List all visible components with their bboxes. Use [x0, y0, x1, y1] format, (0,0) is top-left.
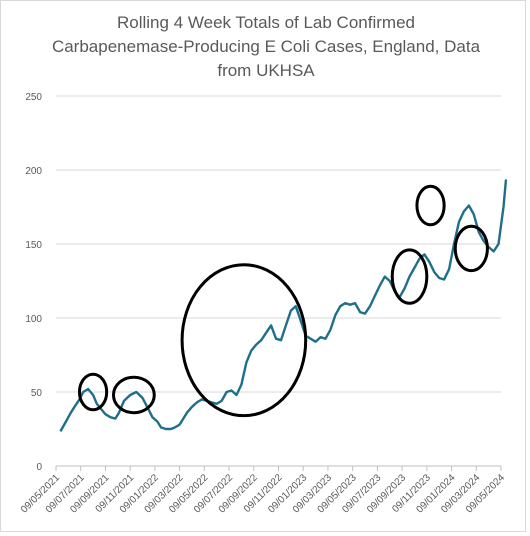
annotation-ellipse: [180, 263, 308, 418]
y-tick-label: 0: [36, 462, 42, 473]
series-line: [59, 179, 508, 432]
y-tick-label: 150: [25, 240, 42, 251]
annotation-ellipse: [390, 248, 429, 305]
y-tick-label: 200: [25, 166, 42, 177]
y-axis: 0 50 100 150 200 250: [25, 92, 42, 473]
chart-title-line-2: Carbapenemase-Producing E Coli Cases, En…: [51, 37, 481, 56]
y-tick-label: 50: [31, 388, 43, 399]
chart-title-line-1: Rolling 4 Week Totals of Lab Confirmed: [117, 13, 415, 32]
annotation-ellipse: [77, 372, 109, 412]
annotation-ellipse: [453, 224, 489, 273]
chart-title-line-3: from UKHSA: [217, 61, 315, 80]
y-tick-label: 250: [25, 92, 42, 103]
y-tick-label: 100: [25, 314, 42, 325]
annotation-group: [77, 184, 489, 418]
x-axis: 09/05/202109/07/202109/09/202109/11/2021…: [19, 465, 507, 516]
line-chart: 0 50 100 150 200 250 09/05/202109/07/202109/0…: [19, 92, 508, 516]
annotation-ellipse: [415, 184, 446, 227]
annotation-ellipse: [111, 375, 156, 415]
chart-title: Rolling 4 Week Totals of Lab Confirmed C…: [21, 11, 511, 83]
series-group: [59, 179, 508, 432]
